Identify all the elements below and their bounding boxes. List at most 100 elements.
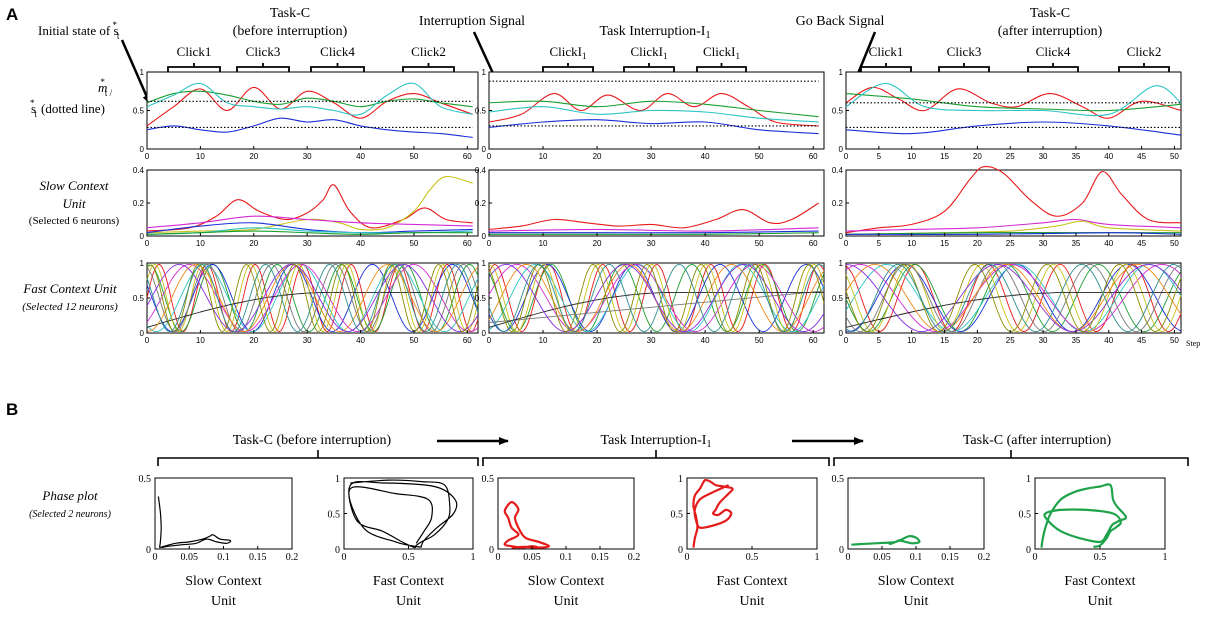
phase-plot-6: 0 0.5 1 0 0.5 1 Fast Context Unit — [1019, 474, 1168, 609]
phase-after-brace — [833, 450, 1189, 466]
ytick-label-1-1-2: 0.4 — [475, 166, 487, 175]
click-label-before-3: Click4 — [320, 44, 355, 59]
series-line-blue-1-0 — [146, 222, 473, 234]
xtick-label-0-1-5: 50 — [755, 152, 764, 161]
ytick-label-2-0-2: 1 — [140, 259, 145, 268]
xtick-label-2-2-9: 45 — [1137, 336, 1146, 345]
xtick-label-1-2-7: 35 — [1071, 239, 1080, 248]
xtick-label-0-2-9: 45 — [1137, 152, 1146, 161]
xtick-label-2-2-10: 50 — [1170, 336, 1179, 345]
panel-a-subplot-1-1: 0 0.2 0.4 0 10 20 30 40 50 60 — [475, 166, 825, 248]
phase-xlabel-line2-6: Unit — [1088, 594, 1113, 609]
series-line-red-0-1 — [488, 93, 819, 127]
fast-neuron-10-2-2 — [845, 263, 1182, 333]
xtick-label-1-0-2: 20 — [249, 239, 258, 248]
panel-a-subplot-0-0: 00.510 10 20 30 40 50 60 — [133, 68, 479, 161]
phase-ytick-label-6-1: 0.5 — [1019, 510, 1032, 521]
phase-trajectory-1 — [157, 496, 232, 549]
click-label-interrupt-text-3: ClickI — [703, 44, 736, 59]
xtick-label-2-0-6: 60 — [463, 336, 472, 345]
series-line-green-0-0 — [146, 90, 473, 108]
fast-neuron-10-2-1 — [488, 263, 825, 333]
panel-a-subplot-1-2: 0 0.2 0.4 0 5 10 15 20 25 30 35 40 45 50 — [832, 165, 1182, 248]
xtick-label-0-1-0: 0 — [487, 152, 492, 161]
click-labels: Click1 Click3 Click4 Click2 ClickI1 ClickI1 Cl… — [167, 44, 1170, 73]
fast-neuron-4-2-2 — [845, 263, 1182, 333]
phase-xtick-label-1-0: 0 — [153, 552, 158, 563]
xtick-label-2-0-1: 10 — [196, 336, 205, 345]
fast-neuron-2-2-2 — [845, 263, 1182, 333]
go-back-signal-label: Go Back Signal — [796, 14, 885, 29]
click-bracket-before-2 — [236, 63, 290, 73]
fast-neuron-9-2-2 — [845, 263, 1182, 333]
xtick-label-2-2-3: 15 — [940, 336, 949, 345]
phase-xtick-label-6-2: 1 — [1163, 552, 1168, 563]
fast-context-row-label-1: Fast Context Unit — [22, 281, 117, 296]
phase-xlabel-line2-2: Unit — [396, 594, 421, 609]
phase-xtick-label-5-0: 0 — [846, 552, 851, 563]
xtick-label-0-0-2: 20 — [249, 152, 258, 161]
panel-a-subplot-2-2: 00.510 5 10 15 20 25 30 35 40 45 50 — [832, 259, 1182, 345]
series-line-green-0-1 — [488, 100, 819, 118]
task-interruption-title-text: Task Interruption-I — [600, 24, 706, 39]
phase-xtick-label-1-4: 0.2 — [286, 552, 299, 563]
phase-plot-1: 0 0.05 0.1 0.15 0.2 0 0.5 Slow Context Unit — [139, 474, 299, 609]
phase-xtick-label-2-1: 0.5 — [402, 552, 415, 563]
phase-plot-2: 0 0.5 1 0 0.5 1 Fast Context Unit — [328, 474, 476, 609]
phase-xtick-label-1-3: 0.15 — [249, 552, 267, 563]
ytick-label-1-0-0: 0 — [140, 232, 145, 241]
xtick-label-2-1-6: 60 — [809, 336, 818, 345]
phase-interrupt-brace — [482, 450, 830, 466]
xtick-label-1-1-0: 0 — [487, 239, 492, 248]
xtick-label-2-0-5: 50 — [409, 336, 418, 345]
ytick-label-2-1-2: 1 — [482, 259, 487, 268]
xtick-label-1-2-9: 45 — [1137, 239, 1146, 248]
xtick-label-2-1-4: 40 — [701, 336, 710, 345]
click-label-after-3: Click4 — [1036, 44, 1071, 59]
xtick-label-2-2-5: 25 — [1006, 336, 1015, 345]
phase-plot-label: Phase plot — [41, 488, 98, 503]
task-c-before-title-line2: (before interruption) — [233, 24, 348, 39]
phase-xlabel-line1-1: Slow Context — [185, 574, 262, 589]
xtick-label-0-2-4: 20 — [973, 152, 982, 161]
click-label-interrupt-sub-2: 1 — [663, 51, 668, 61]
fast-neuron-12-2-1 — [488, 263, 825, 333]
fast-neuron-8-2-0 — [146, 291, 478, 328]
phase-xlabel-line2-4: Unit — [740, 594, 765, 609]
series-line-magenta-1-0 — [146, 215, 473, 229]
fast-context-row-label-2: (Selected 12 neurons) — [22, 301, 118, 313]
ytick-label-2-2-0: 0 — [839, 329, 844, 338]
ytick-label-1-0-1: 0.2 — [133, 199, 145, 208]
ytick-label-1-1-0: 0 — [482, 232, 487, 241]
xtick-label-2-2-1: 5 — [877, 336, 882, 345]
ytick-label-0-1-0: 0 — [482, 145, 487, 154]
plot-frame-2-1 — [488, 262, 825, 334]
series-line-cyan-0-0 — [146, 82, 473, 116]
initial-state-arrow — [120, 39, 152, 105]
phase-xlabel-line2-5: Unit — [904, 594, 929, 609]
xtick-label-2-2-4: 20 — [973, 336, 982, 345]
series-line-blue-1-1 — [488, 230, 819, 234]
phase-xtick-label-5-4: 0.2 — [978, 552, 991, 563]
click-label-before-4: Click2 — [411, 44, 446, 59]
phase-xtick-label-6-0: 0 — [1033, 552, 1038, 563]
phase-xlabel-line1-6: Fast Context — [1064, 574, 1135, 589]
series-line-cyan-0-2 — [845, 82, 1182, 117]
xtick-label-0-0-5: 50 — [409, 152, 418, 161]
task-c-after-title-line1: Task-C — [1030, 6, 1070, 21]
xtick-label-1-0-0: 0 — [145, 239, 150, 248]
ytick-label-2-2-1: 0.5 — [832, 294, 844, 303]
series-line-green-1-0 — [146, 230, 473, 235]
click-bracket-interrupt-2 — [623, 63, 675, 73]
motor-output-label: m*t / — [98, 77, 113, 98]
xtick-label-0-0-1: 10 — [196, 152, 205, 161]
task-c-before-title-line1: Task-C — [270, 6, 310, 21]
xtick-label-2-2-0: 0 — [844, 336, 849, 345]
panel-b-letter: B — [6, 400, 18, 419]
xtick-label-0-2-3: 15 — [940, 152, 949, 161]
initial-state-sub: t — [117, 31, 120, 41]
click-label-interrupt-sub-1: 1 — [582, 51, 587, 61]
phase-ytick-label-2-0: 0 — [335, 545, 340, 556]
phase-xtick-label-3-4: 0.2 — [628, 552, 641, 563]
